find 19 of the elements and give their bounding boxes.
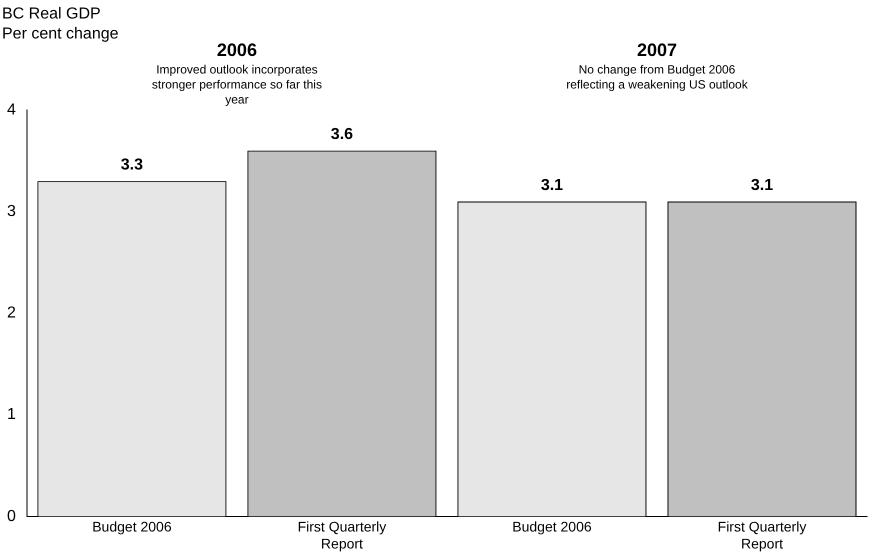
x-tick-label: Budget 2006: [512, 518, 592, 535]
x-tick-label: First Quarterly Report: [298, 518, 386, 552]
x-tick-label: First Quarterly Report: [718, 518, 806, 552]
y-tick-label: 1: [6, 406, 16, 424]
text: 2007: [636, 40, 677, 60]
text: 2006: [216, 40, 257, 60]
data-label: 3.1: [540, 176, 564, 194]
y-tick-label: 3: [6, 203, 16, 220]
y-tick-label: 4: [6, 101, 16, 118]
text: No change from Budget 2006 reflecting a weakening US outlook: [566, 62, 749, 92]
y-tick-label: 0: [6, 508, 16, 525]
text: Improved outlook incorporates stronger performance so far this year: [152, 62, 322, 106]
chart-title: BC Real GDP: [2, 5, 101, 22]
data-label: 3.3: [120, 156, 144, 174]
y-tick-label: 2: [6, 304, 16, 322]
data-label: 3.1: [750, 176, 774, 194]
y-axis-title: Per cent change: [2, 25, 119, 42]
data-label: 3.6: [330, 126, 354, 144]
x-tick-label: Budget 2006: [92, 518, 172, 535]
